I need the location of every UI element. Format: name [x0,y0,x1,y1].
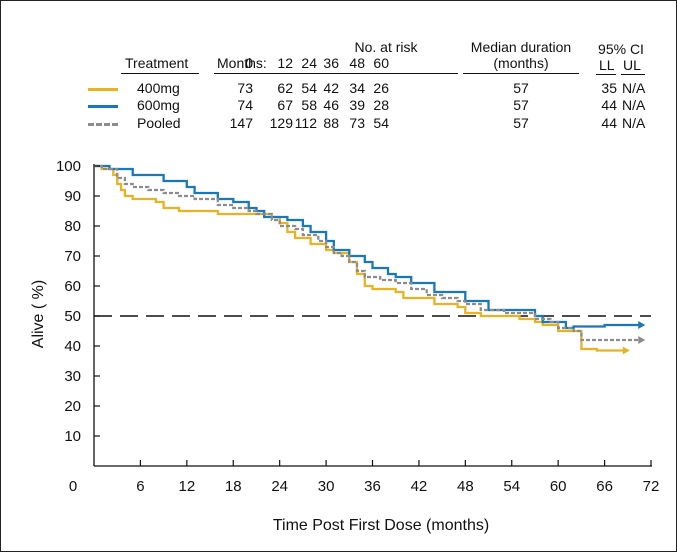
at-risk-600mg-36: 46 [323,97,339,113]
x-tick-label: 24 [271,478,288,495]
at-risk-600mg-24: 58 [301,97,317,113]
risk-table: Treatment Months: No. at risk Median dur… [1,1,676,141]
ll-400mg: 35 [601,80,617,96]
x-tick-label: 60 [550,478,567,495]
x-tick-label: 36 [364,478,381,495]
x-tick-label: 48 [457,478,474,495]
months-label: Months: [217,55,267,71]
curve-end-arrow-400mg [622,346,630,355]
y-tick-label: 10 [64,428,81,445]
treatment-header-underline [121,73,199,74]
at-risk-underline [214,73,458,74]
month-tick-48: 48 [349,55,365,71]
at-risk-400mg-24: 54 [301,80,317,96]
at-risk-pooled-0: 147 [229,115,253,131]
x-tick-label: 42 [411,478,428,495]
ci-ul-header: UL [623,57,641,73]
at-risk-pooled-12: 129 [269,115,293,131]
month-tick-0: 0 [245,55,253,71]
axes [93,164,652,467]
x-tick-label: 6 [136,478,144,495]
y-tick-label: 20 [64,398,81,415]
x-tick-label: 72 [643,478,660,495]
x-tick-label: 18 [225,478,242,495]
legend-line-pooled [88,123,118,126]
at-risk-400mg-0: 73 [237,80,253,96]
at-risk-600mg-60: 28 [373,97,389,113]
median-header-underline [463,73,579,74]
month-tick-60: 60 [373,55,389,71]
survival-curve-pooled [94,164,644,342]
x-tick-label: 66 [596,478,613,495]
y-tick-label: 60 [64,278,81,295]
at-risk-pooled-60: 54 [373,115,389,131]
median-pooled: 57 [513,115,529,131]
y-tick-label: 90 [64,188,81,205]
y-tick-label: 80 [64,218,81,235]
x-tick-label: 0 [69,478,77,495]
median-header-unit: (months) [493,55,549,71]
median-header: Median duration [470,39,572,55]
at-risk-400mg-12: 62 [277,80,293,96]
y-tick-label: 30 [64,368,81,385]
month-tick-24: 24 [301,55,317,71]
ul-600mg: N/A [622,97,646,113]
ci-ul-underline [621,74,645,75]
row-label-400mg: 400mg [137,80,180,96]
curve-end-arrow-600mg [638,321,646,329]
legend-line-600mg [88,105,118,108]
x-axis-title: Time Post First Dose (months) [273,517,489,534]
ll-pooled: 44 [601,115,617,131]
at-risk-400mg-36: 42 [323,80,339,96]
tick-labels: 0 6 12 18 24 30 36 42 48 54 60 66 72 10 20 30 40 50 60 70 80… [56,158,659,495]
month-tick-12: 12 [277,55,293,71]
at-risk-pooled-36: 88 [323,115,339,131]
y-axis-title: Alive ( %) [30,280,47,348]
treatment-header: Treatment [125,55,189,71]
y-tick-label: 40 [64,338,81,355]
survival-curve-600mg [94,164,644,330]
at-risk-pooled-48: 73 [349,115,365,131]
median-400mg: 57 [513,80,529,96]
at-risk-600mg-12: 67 [277,97,293,113]
legend-line-400mg [88,88,118,91]
at-risk-pooled-24: 112 [294,115,317,131]
y-tick-label: 100 [56,158,81,175]
median-600mg: 57 [513,97,529,113]
x-tick-label: 30 [318,478,335,495]
ci-ll-header: LL [599,57,615,73]
ci-ll-underline [596,74,616,75]
at-risk-600mg-48: 39 [349,97,365,113]
x-tick-label: 54 [503,478,520,495]
ul-400mg: N/A [622,80,646,96]
survival-curves [94,164,646,355]
curve-end-arrow-pooled [638,336,646,344]
row-label-pooled: Pooled [137,115,181,131]
ul-pooled: N/A [622,115,646,131]
y-tick-label: 70 [64,248,81,265]
ll-600mg: 44 [601,97,617,113]
at-risk-400mg-60: 26 [373,80,389,96]
month-tick-36: 36 [323,55,339,71]
at-risk-header: No. at risk [354,39,418,55]
at-risk-400mg-48: 34 [349,80,365,96]
row-label-600mg: 600mg [137,97,180,113]
ci-header: 95% CI [598,41,644,57]
at-risk-600mg-0: 74 [237,97,253,113]
y-tick-label: 50 [64,308,81,325]
x-tick-label: 12 [178,478,195,495]
